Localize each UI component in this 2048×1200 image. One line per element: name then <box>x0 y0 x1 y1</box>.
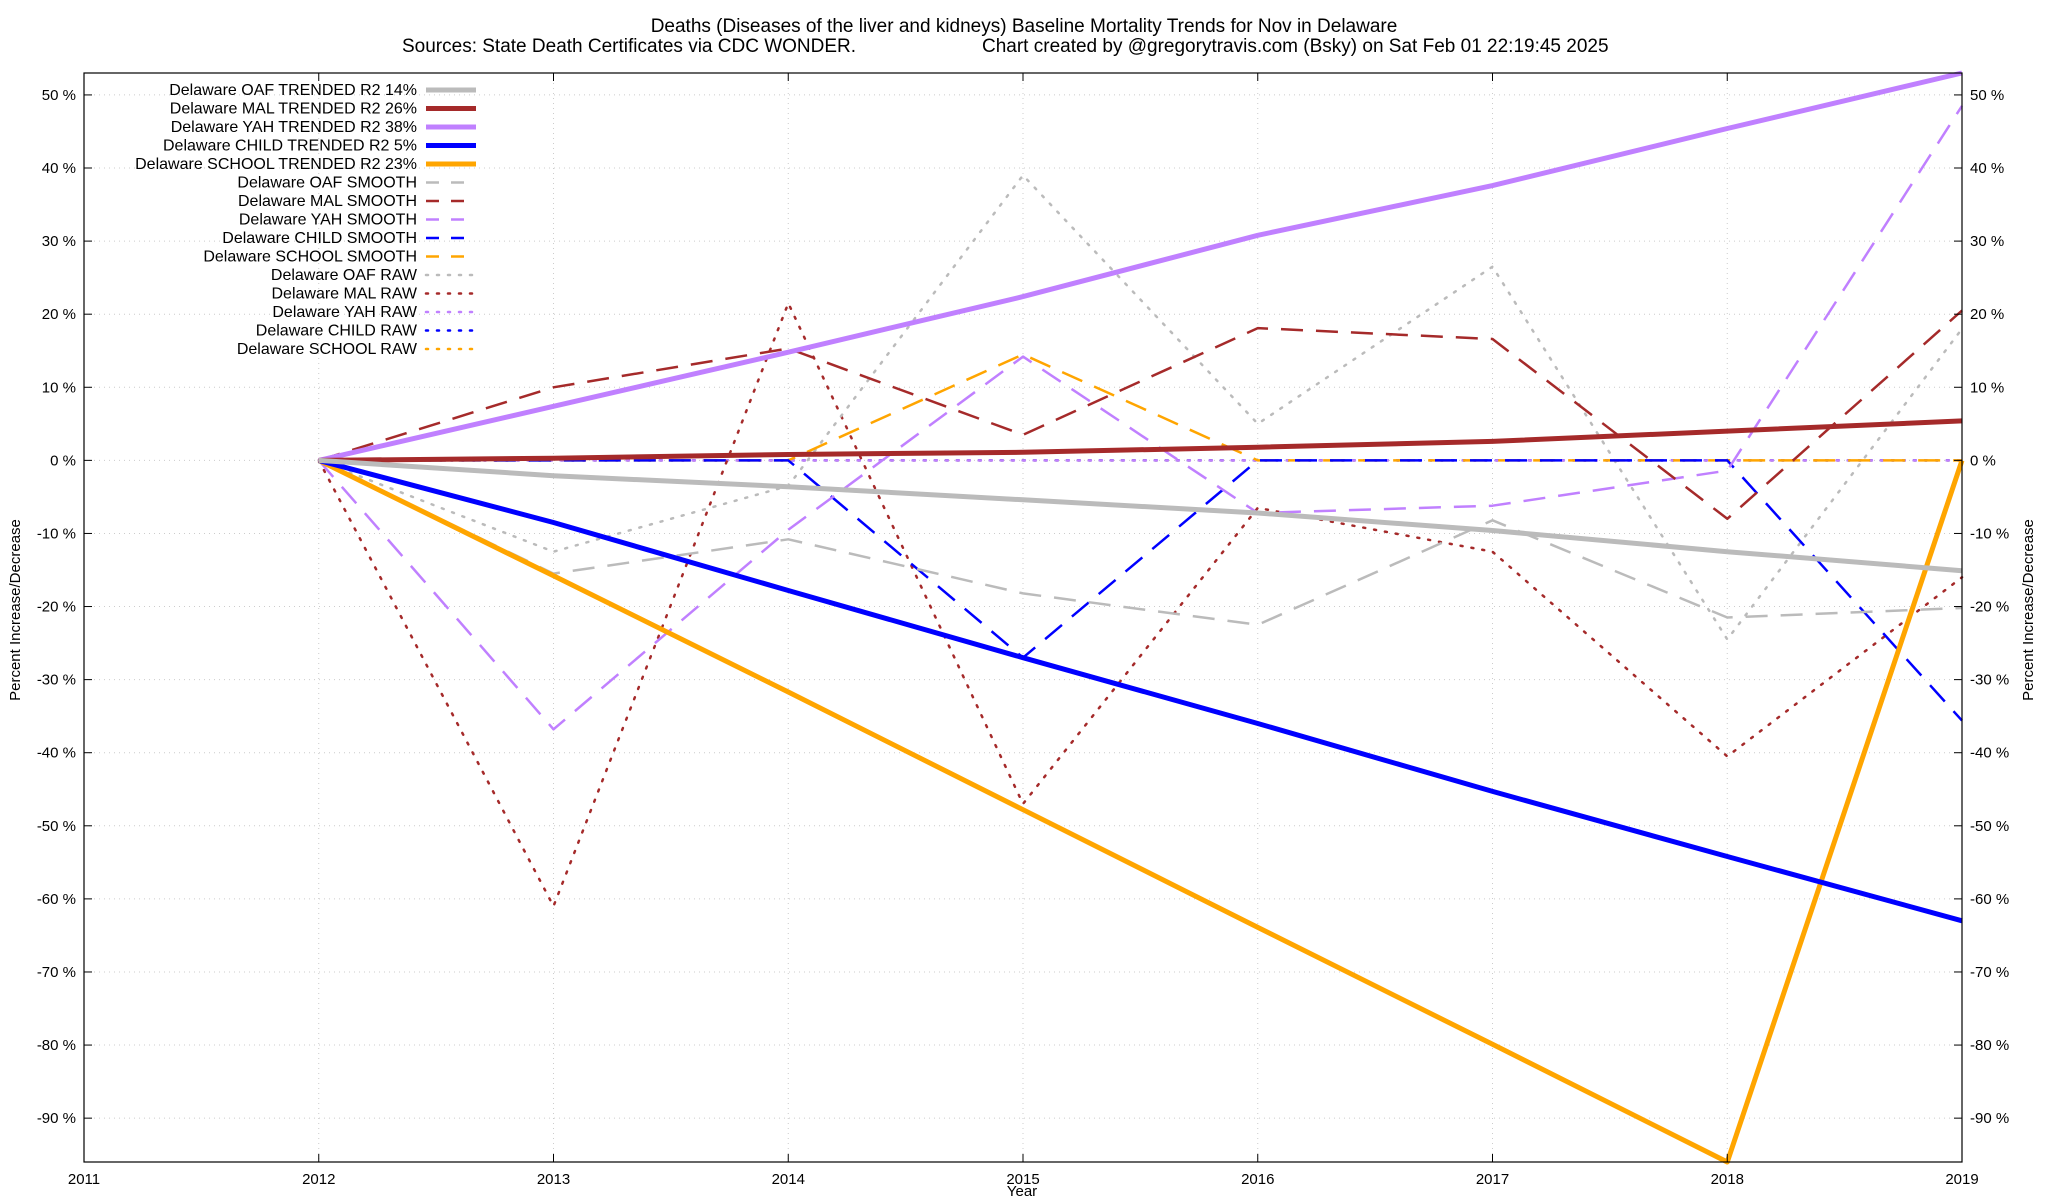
legend-label: Delaware YAH SMOOTH <box>239 212 417 229</box>
legend-label: Delaware SCHOOL RAW <box>237 341 418 358</box>
y2-tick-label: -30 % <box>1970 672 2009 689</box>
series-line-12 <box>317 301 1964 908</box>
y-tick-label: -30 % <box>37 672 76 689</box>
series-line-11 <box>317 174 1964 641</box>
x-tick-label: 2017 <box>1476 1171 1509 1188</box>
series-layer <box>317 70 1965 1165</box>
x-tick-label: 2013 <box>537 1171 570 1188</box>
x-tick-label: 2014 <box>772 1171 805 1188</box>
legend-label: Delaware OAF RAW <box>271 267 418 284</box>
y2-tick-label: -90 % <box>1970 1110 2009 1127</box>
series-line-6 <box>318 459 1963 627</box>
series-line-1 <box>318 457 1963 574</box>
plot-frame <box>83 72 1963 1163</box>
y-tick-label: 30 % <box>42 233 76 250</box>
y2-tick-label: 40 % <box>1970 160 2004 177</box>
legend-label: Delaware CHILD TRENDED R2 5% <box>163 138 417 155</box>
legend-label: Delaware SCHOOL TRENDED R2 23% <box>135 156 417 173</box>
legend: Delaware OAF TRENDED R2 14% Delaware MAL … <box>135 82 478 358</box>
y-tick-label: -90 % <box>37 1110 76 1127</box>
y2-tick-label: 50 % <box>1970 87 2004 104</box>
legend-label: Delaware OAF SMOOTH <box>237 175 417 192</box>
y-axis-label: Percent Increase/Decrease <box>7 519 24 701</box>
chart-subtitle-credit: Chart created by @gregorytravis.com (Bsk… <box>982 36 1609 57</box>
series-line-3 <box>318 70 1963 463</box>
y-tick-label: 40 % <box>42 160 76 177</box>
y2-tick-label: -50 % <box>1970 818 2009 835</box>
x-tick-label: 2019 <box>1945 1171 1978 1188</box>
y-tick-label: -20 % <box>37 599 76 616</box>
chart-subtitle-source: Sources: State Death Certificates via CD… <box>402 36 856 57</box>
y2-tick-label: 10 % <box>1970 379 2004 396</box>
series-line-4 <box>318 457 1963 924</box>
series-line-7 <box>318 309 1963 521</box>
y2-tick-label: 0 % <box>1970 452 1996 469</box>
y-tick-label: -40 % <box>37 745 76 762</box>
y2-tick-label: -20 % <box>1970 599 2009 616</box>
y-tick-label: 50 % <box>42 87 76 104</box>
legend-label: Delaware OAF TRENDED R2 14% <box>169 82 417 99</box>
x-tick-label: 2011 <box>68 1171 100 1188</box>
y-tick-label: -80 % <box>37 1037 76 1054</box>
y-tick-label: -60 % <box>37 891 76 908</box>
axis-ticks: 2011 2012 2013 2014 2015 2016 2017 2018 2019 50 %… <box>37 73 2009 1188</box>
y-tick-label: 10 % <box>42 379 76 396</box>
series-line-9 <box>318 459 1963 722</box>
series-line-5 <box>317 458 1965 1165</box>
series-line-8 <box>317 105 1964 731</box>
y2-tick-label: -80 % <box>1970 1037 2009 1054</box>
y2-tick-label: 30 % <box>1970 233 2004 250</box>
legend-label: Delaware SCHOOL SMOOTH <box>203 249 417 266</box>
y-tick-label: -70 % <box>37 964 76 981</box>
y2-tick-label: -60 % <box>1970 891 2009 908</box>
series-line-10 <box>318 353 1962 462</box>
x-axis-label: Year <box>1007 1183 1037 1200</box>
x-tick-label: 2018 <box>1711 1171 1744 1188</box>
series-line-2 <box>318 418 1963 463</box>
y2-axis-label: Percent Increase/Decrease <box>2020 519 2037 701</box>
y-tick-label: 20 % <box>42 306 76 323</box>
x-tick-label: 2015 <box>1006 1171 1039 1188</box>
legend-label: Delaware YAH RAW <box>272 304 418 321</box>
y-tick-label: 0 % <box>50 452 76 469</box>
y2-tick-label: -40 % <box>1970 745 2009 762</box>
y2-tick-label: -70 % <box>1970 964 2009 981</box>
legend-label: Delaware CHILD RAW <box>256 323 418 340</box>
legend-label: Delaware MAL TRENDED R2 26% <box>170 101 417 118</box>
y-tick-label: -10 % <box>37 525 76 542</box>
legend-label: Delaware MAL SMOOTH <box>238 193 417 210</box>
legend-label: Delaware MAL RAW <box>271 286 417 303</box>
x-tick-label: 2012 <box>302 1171 335 1188</box>
y2-tick-label: -10 % <box>1970 525 2009 542</box>
y2-tick-label: 20 % <box>1970 306 2004 323</box>
chart-title: Deaths (Diseases of the liver and kidney… <box>651 16 1398 37</box>
x-tick-label: 2016 <box>1241 1171 1274 1188</box>
legend-label: Delaware CHILD SMOOTH <box>222 230 417 247</box>
legend-label: Delaware YAH TRENDED R2 38% <box>171 119 417 136</box>
y-tick-label: -50 % <box>37 818 76 835</box>
